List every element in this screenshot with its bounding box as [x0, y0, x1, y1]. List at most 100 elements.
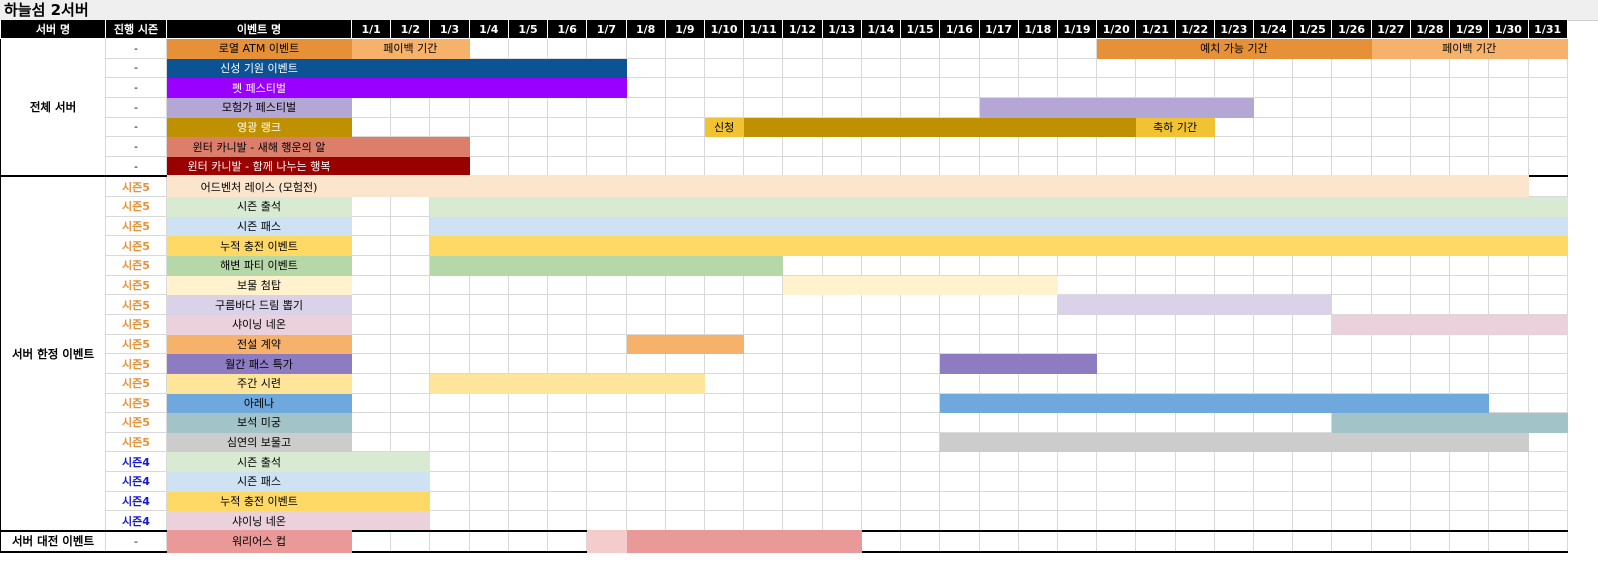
- day-cell[interactable]: [468, 136, 509, 157]
- day-cell[interactable]: [625, 490, 666, 512]
- day-cell[interactable]: [821, 353, 862, 374]
- day-cell[interactable]: [350, 353, 392, 374]
- day-cell[interactable]: [1253, 333, 1294, 355]
- day-cell[interactable]: [664, 490, 705, 512]
- day-cell[interactable]: [625, 392, 666, 414]
- day-cell[interactable]: [1370, 451, 1411, 473]
- day-cell[interactable]: [703, 155, 745, 177]
- day-cell[interactable]: [1527, 431, 1568, 453]
- day-cell[interactable]: [939, 333, 980, 355]
- day-cell[interactable]: [821, 255, 862, 276]
- day-cell[interactable]: [703, 392, 745, 414]
- day-cell[interactable]: [900, 471, 941, 492]
- day-cell[interactable]: [782, 431, 823, 453]
- day-cell[interactable]: [900, 38, 941, 59]
- day-cell[interactable]: [350, 412, 392, 433]
- day-cell[interactable]: [1409, 451, 1451, 473]
- day-cell[interactable]: [1409, 372, 1451, 394]
- event-period-bar[interactable]: [743, 116, 1137, 138]
- day-cell[interactable]: [1331, 294, 1372, 315]
- day-cell[interactable]: [1488, 57, 1529, 79]
- day-cell[interactable]: [1292, 155, 1333, 177]
- day-cell[interactable]: [703, 313, 745, 335]
- day-cell[interactable]: [586, 155, 627, 177]
- day-cell[interactable]: [1253, 116, 1294, 138]
- day-cell[interactable]: [350, 313, 392, 335]
- day-cell[interactable]: [1409, 353, 1451, 374]
- day-cell[interactable]: [1488, 392, 1529, 414]
- day-cell[interactable]: [1527, 155, 1568, 177]
- event-period-bar[interactable]: [1056, 294, 1333, 315]
- day-cell[interactable]: [468, 412, 509, 433]
- day-cell[interactable]: [664, 294, 705, 315]
- day-cell[interactable]: [1409, 255, 1451, 276]
- day-cell[interactable]: [782, 471, 823, 492]
- event-name-cell[interactable]: 구름바다 드림 뽑기: [166, 294, 352, 315]
- day-cell[interactable]: [1488, 274, 1529, 296]
- day-cell[interactable]: [1017, 510, 1058, 532]
- day-cell[interactable]: [507, 451, 549, 473]
- day-cell[interactable]: [468, 116, 509, 138]
- day-cell[interactable]: [939, 471, 980, 492]
- event-period-bar[interactable]: [1331, 313, 1568, 335]
- day-cell[interactable]: [782, 255, 823, 276]
- day-cell[interactable]: [1409, 471, 1451, 492]
- day-cell[interactable]: [468, 510, 509, 532]
- day-cell[interactable]: [900, 313, 941, 335]
- day-cell[interactable]: [743, 57, 784, 79]
- event-period-bar[interactable]: [782, 274, 1058, 296]
- day-cell[interactable]: [1096, 510, 1137, 532]
- day-cell[interactable]: [1331, 530, 1372, 553]
- day-cell[interactable]: [1056, 313, 1098, 335]
- day-cell[interactable]: [782, 313, 823, 335]
- day-cell[interactable]: [978, 451, 1019, 473]
- day-cell[interactable]: [1370, 255, 1411, 276]
- day-cell[interactable]: [978, 372, 1019, 394]
- day-cell[interactable]: [782, 372, 823, 394]
- day-cell[interactable]: [743, 392, 784, 414]
- day-cell[interactable]: [703, 471, 745, 492]
- day-cell[interactable]: [1174, 510, 1215, 532]
- day-cell[interactable]: [1292, 77, 1333, 98]
- day-cell[interactable]: [1135, 77, 1176, 98]
- day-cell[interactable]: [1174, 136, 1215, 157]
- day-cell[interactable]: [1135, 353, 1176, 374]
- day-cell[interactable]: [1527, 96, 1568, 118]
- day-cell[interactable]: [1017, 38, 1058, 59]
- event-period-bar[interactable]: [351, 175, 1529, 198]
- day-cell[interactable]: [1213, 274, 1255, 296]
- day-cell[interactable]: [625, 451, 666, 473]
- day-cell[interactable]: [625, 510, 666, 532]
- day-cell[interactable]: [900, 530, 941, 553]
- day-cell[interactable]: [1527, 116, 1568, 138]
- day-cell[interactable]: [1370, 77, 1411, 98]
- day-cell[interactable]: [468, 333, 509, 355]
- day-cell[interactable]: [350, 215, 392, 237]
- day-cell[interactable]: [1213, 372, 1255, 394]
- day-cell[interactable]: [390, 412, 431, 433]
- day-cell[interactable]: [664, 77, 705, 98]
- day-cell[interactable]: [1213, 510, 1255, 532]
- day-cell[interactable]: [1449, 155, 1490, 177]
- day-cell[interactable]: [782, 510, 823, 532]
- day-cell[interactable]: [1056, 451, 1098, 473]
- day-cell[interactable]: [350, 333, 392, 355]
- day-cell[interactable]: [782, 412, 823, 433]
- day-cell[interactable]: [1488, 116, 1529, 138]
- day-cell[interactable]: [390, 196, 431, 217]
- day-cell[interactable]: [703, 274, 745, 296]
- day-cell[interactable]: [900, 77, 941, 98]
- day-cell[interactable]: [1174, 471, 1215, 492]
- day-cell[interactable]: [1527, 490, 1568, 512]
- day-cell[interactable]: [1292, 412, 1333, 433]
- day-cell[interactable]: [507, 412, 549, 433]
- day-cell[interactable]: [1056, 255, 1098, 276]
- day-cell[interactable]: [390, 255, 431, 276]
- day-cell[interactable]: [429, 274, 470, 296]
- event-period-bar[interactable]: [429, 255, 784, 276]
- day-cell[interactable]: [1135, 57, 1176, 79]
- day-cell[interactable]: [939, 412, 980, 433]
- day-cell[interactable]: [664, 96, 705, 118]
- event-period-bar[interactable]: [429, 372, 705, 394]
- day-cell[interactable]: [390, 530, 431, 553]
